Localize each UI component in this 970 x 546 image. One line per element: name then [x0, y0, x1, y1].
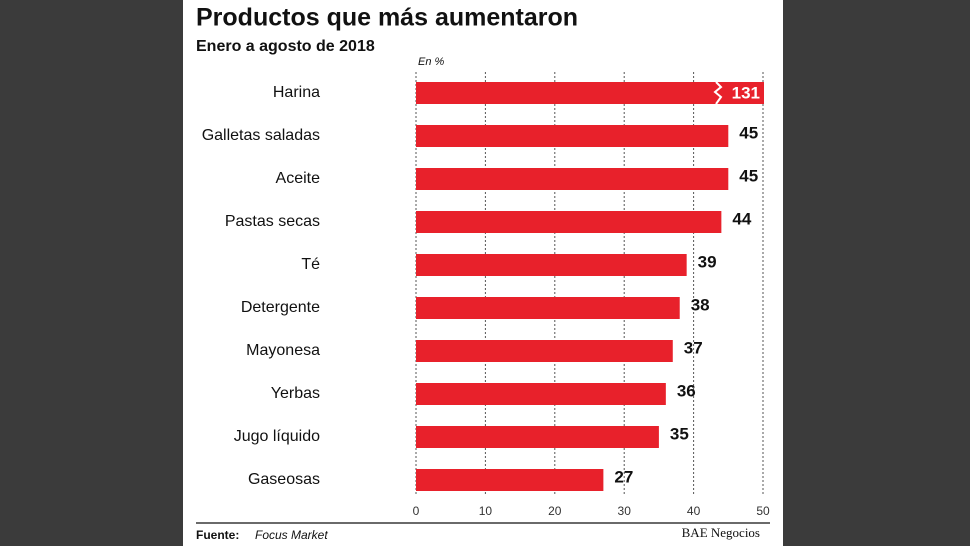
- category-label: Harina: [273, 84, 320, 101]
- value-label: 38: [691, 295, 710, 314]
- category-label: Detergente: [241, 299, 320, 316]
- category-label: Gaseosas: [248, 471, 320, 488]
- value-label: 45: [739, 123, 758, 142]
- chart-subtitle: Enero a agosto de 2018: [196, 38, 375, 55]
- chart-title: Productos que más aumentaron: [196, 4, 578, 32]
- x-tick-label: 30: [618, 504, 632, 518]
- category-label: Yerbas: [271, 385, 320, 402]
- x-tick-label: 10: [479, 504, 493, 518]
- category-label: Pastas secas: [225, 213, 320, 230]
- source-label: Fuente:: [196, 528, 239, 542]
- bar: [416, 383, 666, 405]
- source: Focus Market: [255, 528, 328, 542]
- value-label: 131: [732, 83, 760, 102]
- bar: [416, 469, 604, 491]
- value-label: 39: [698, 252, 717, 271]
- x-tick-label: 20: [548, 504, 562, 518]
- category-label: Galletas saladas: [202, 127, 320, 144]
- category-label: Aceite: [276, 170, 321, 187]
- axis-unit: En %: [418, 56, 445, 68]
- category-label: Mayonesa: [246, 342, 320, 359]
- bar: [416, 297, 680, 319]
- labels: 0 10 20 30 40 50 Harina 131 Galletas saladas 45 Ac…: [202, 81, 770, 518]
- bar: [416, 426, 659, 448]
- category-label: Té: [301, 256, 320, 273]
- category-label: Jugo líquido: [234, 428, 320, 445]
- value-label: 45: [739, 166, 758, 185]
- value-label: 27: [614, 467, 633, 486]
- x-tick-label: 40: [687, 504, 701, 518]
- value-label: 35: [670, 424, 689, 443]
- bar: [416, 254, 687, 276]
- bar: [416, 82, 764, 104]
- value-label: 36: [677, 381, 696, 400]
- x-tick-label: 0: [413, 504, 420, 518]
- value-label: 44: [732, 209, 751, 228]
- bar: [416, 125, 729, 147]
- x-tick-label: 50: [756, 504, 770, 518]
- bars: [416, 82, 764, 491]
- bar: [416, 340, 673, 362]
- axis-break: [713, 81, 723, 105]
- bar: [416, 211, 722, 233]
- bar: [416, 168, 729, 190]
- value-label: 37: [684, 338, 703, 357]
- publisher: BAE Negocios: [682, 525, 760, 540]
